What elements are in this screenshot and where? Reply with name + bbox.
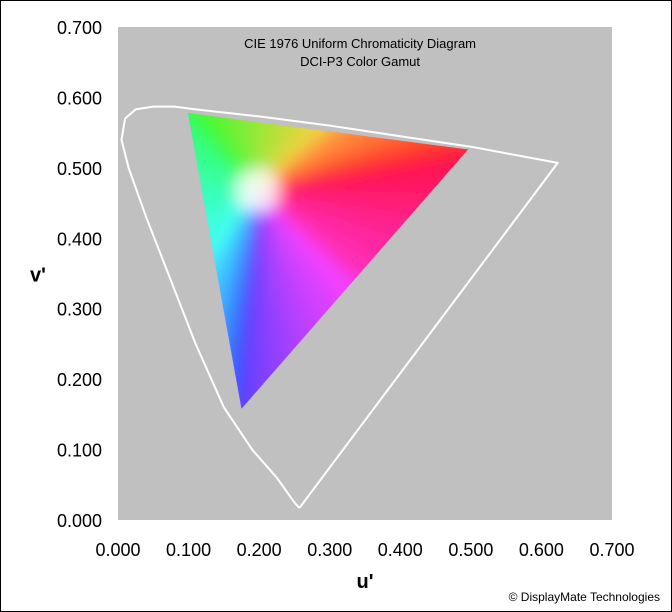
white-point-glow (235, 168, 280, 213)
x-tick-label: 0.100 (166, 540, 211, 560)
y-tick-label: 0.300 (57, 300, 102, 320)
y-tick-label: 0.000 (57, 511, 102, 531)
y-tick-label: 0.500 (57, 159, 102, 179)
chart-subtitle: DCI-P3 Color Gamut (300, 54, 420, 69)
y-tick-label: 0.100 (57, 441, 102, 461)
gamut-color-wedge (257, 112, 346, 191)
gamut-color-wedge (257, 120, 404, 191)
gamut-color-wedge (187, 124, 258, 191)
x-tick-label: 0.000 (95, 540, 140, 560)
gamut-color-wedge (187, 112, 258, 191)
y-tick-label: 0.200 (57, 370, 102, 390)
gamut-color-wedge (257, 112, 288, 191)
gamut-color-wedge (257, 112, 317, 191)
gamut-color-wedge (257, 135, 469, 191)
x-tick-label: 0.400 (378, 540, 423, 560)
gamut-color-wedge (257, 127, 463, 191)
gamut-color-wedge (257, 116, 375, 191)
gamut-color-wedge (257, 131, 469, 191)
y-tick-label: 0.400 (57, 229, 102, 249)
plot-area (118, 27, 612, 520)
gamut-color-wedge (257, 124, 434, 191)
gamut-color-wedge (228, 112, 258, 191)
x-tick-label: 0.600 (519, 540, 564, 560)
x-tick-label: 0.500 (448, 540, 493, 560)
chart-title: CIE 1976 Uniform Chromaticity Diagram (244, 36, 476, 51)
x-tick-label: 0.300 (307, 540, 352, 560)
x-tick-label: 0.700 (589, 540, 634, 560)
y-axis-label: v' (30, 265, 46, 287)
gamut-color-wedge (257, 139, 469, 191)
copyright-text: © DisplayMate Technologies (509, 590, 660, 604)
spectral-locus (120, 105, 559, 509)
y-tick-label: 0.700 (57, 18, 102, 38)
x-axis-label: u' (357, 571, 374, 593)
gamut-color-wedge (199, 112, 258, 191)
y-tick-label: 0.600 (57, 88, 102, 108)
gamut-color-wedge (187, 112, 258, 191)
x-tick-label: 0.200 (237, 540, 282, 560)
